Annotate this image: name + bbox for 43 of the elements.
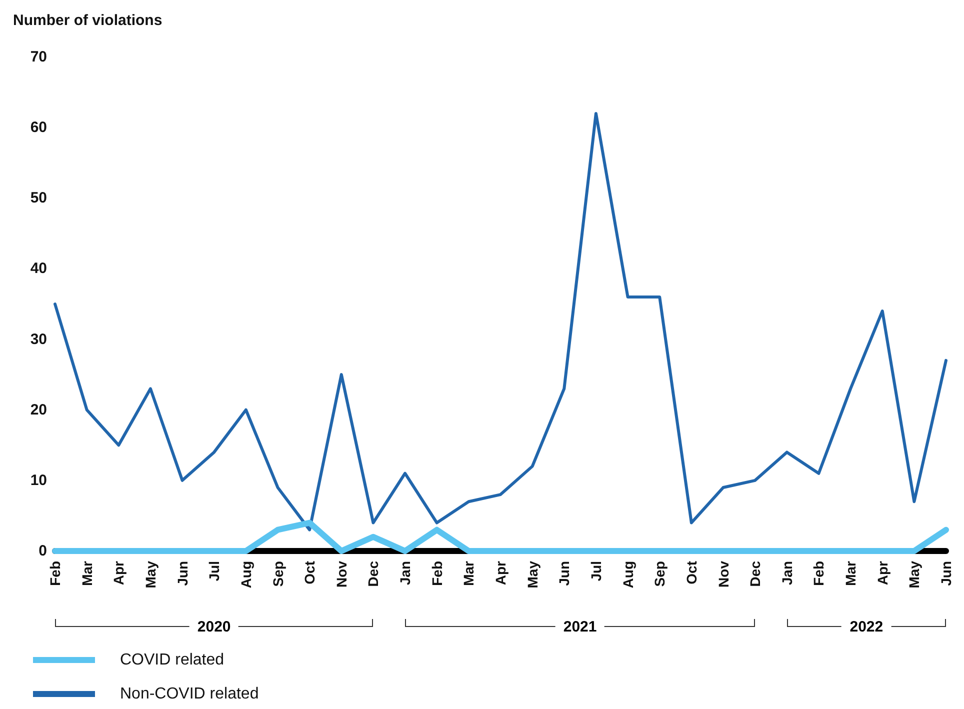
x-tick-label: Apr bbox=[110, 560, 127, 586]
x-tick-label: Aug bbox=[620, 561, 636, 588]
x-tick-label: Feb bbox=[47, 561, 63, 586]
x-tick-label: Mar bbox=[460, 560, 477, 586]
x-tick-label: Nov bbox=[715, 560, 732, 588]
y-tick-label: 0 bbox=[38, 542, 47, 560]
y-tick-label: 60 bbox=[30, 119, 47, 136]
text: 2021 bbox=[555, 618, 605, 636]
x-tick-label: Nov bbox=[333, 560, 350, 588]
x-tick-label: Jun bbox=[938, 561, 954, 586]
legend-label: Non-COVID related bbox=[120, 686, 259, 702]
x-tick-label: Jan bbox=[778, 561, 795, 586]
x-tick-label: Jun bbox=[556, 561, 572, 586]
text: 2020 bbox=[189, 618, 239, 636]
y-tick-label: 40 bbox=[30, 260, 47, 278]
y-axis-title: Number of violations bbox=[13, 12, 162, 29]
x-tick-label: Dec bbox=[365, 560, 382, 587]
x-tick-label: Apr bbox=[492, 560, 508, 586]
x-tick-label: Feb bbox=[428, 561, 445, 586]
x-tick-label: Oct bbox=[683, 560, 700, 584]
x-tick-label: Oct bbox=[302, 560, 318, 584]
x-tick-label: Jan bbox=[397, 561, 414, 586]
x-tick-label: Mar bbox=[842, 560, 859, 586]
x-tick-label: May bbox=[906, 560, 922, 588]
y-tick-label: 10 bbox=[30, 472, 47, 489]
x-tick-label: Dec bbox=[747, 560, 764, 587]
x-tick-label: May bbox=[524, 560, 540, 588]
y-tick-label: 20 bbox=[30, 401, 47, 418]
x-tick-label: Jul bbox=[206, 561, 222, 582]
x-tick-label: Jul bbox=[588, 561, 604, 582]
x-tick-label: Aug bbox=[238, 561, 254, 588]
x-tick-label: Mar bbox=[78, 560, 95, 586]
y-tick-label: 30 bbox=[30, 330, 47, 348]
text: 2022 bbox=[842, 618, 892, 636]
x-tick-label: Feb bbox=[810, 561, 827, 586]
x-tick-label: Sep bbox=[652, 561, 668, 587]
legend-label: COVID related bbox=[120, 652, 224, 668]
x-tick-label: May bbox=[142, 560, 158, 588]
x-tick-label: Sep bbox=[270, 561, 286, 587]
x-tick-label: Apr bbox=[874, 560, 890, 586]
x-tick-label: Jun bbox=[174, 561, 190, 586]
y-tick-label: 50 bbox=[30, 190, 47, 207]
y-tick-label: 70 bbox=[30, 48, 47, 66]
